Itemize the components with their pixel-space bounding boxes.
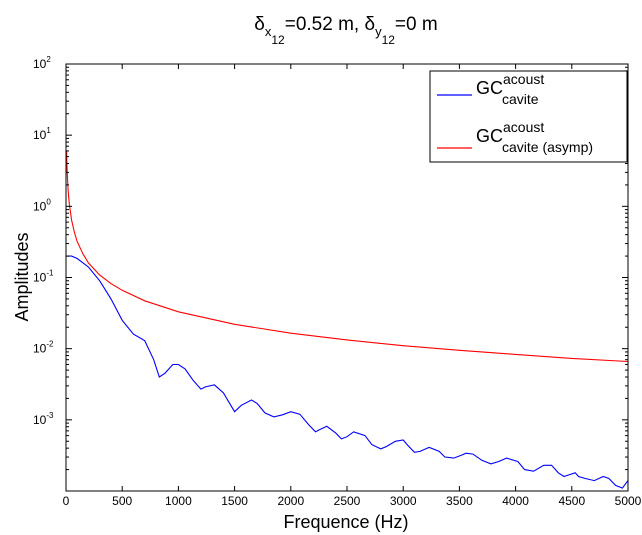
x-tick-label: 4000	[502, 494, 529, 508]
title-delta-y: δ	[364, 14, 375, 35]
x-tick-label: 1500	[221, 494, 248, 508]
legend-label-1-sup: acoust	[503, 71, 544, 87]
x-tick-label: 2500	[334, 494, 361, 508]
x-tick-label: 5000	[615, 494, 642, 508]
title-subsub-y: 12	[382, 33, 396, 47]
y-tick-label: 100	[33, 197, 51, 213]
series-line-1	[66, 255, 629, 489]
title-value-y: =0 m	[395, 14, 438, 35]
x-tick-label: 2000	[277, 494, 304, 508]
series-line-2	[66, 150, 629, 363]
legend-label-2-main: GC	[476, 126, 503, 146]
legend-label-2-sup: acoust	[503, 119, 544, 135]
legend: GCacoust cavite GCacoust cavite (asymp)	[429, 70, 628, 163]
title-subsub-x: 12	[271, 33, 285, 47]
series-group	[66, 150, 629, 489]
x-tick-label: 3500	[446, 494, 473, 508]
x-tick-label: 3000	[390, 494, 417, 508]
x-axis-ticks: 0 500 1000 1500 2000 2500 3000 3500 4000 4500 5000	[63, 64, 642, 508]
y-axis-label: Amplitudes	[12, 232, 32, 321]
x-tick-label: 4500	[558, 494, 585, 508]
legend-entry-1: GCacoust cavite	[437, 71, 544, 107]
x-tick-label: 0	[63, 494, 70, 508]
title-sub-y: y	[375, 24, 382, 39]
title-sub-x: x	[265, 24, 272, 39]
legend-label-1-sub: cavite	[502, 91, 539, 107]
title-delta-x: δ	[254, 14, 265, 35]
legend-label-2-sub: cavite (asymp)	[502, 139, 593, 155]
legend-label-1: GCacoust cavite	[476, 71, 544, 107]
chart-title: δx12=0.52 m, δy12=0 m	[254, 14, 437, 47]
y-tick-label: 10-3	[33, 411, 54, 427]
plot-area: 0 500 1000 1500 2000 2500 3000 3500 4000 4500 5000…	[33, 55, 642, 508]
legend-entry-2: GCacoust cavite (asymp)	[437, 119, 593, 155]
legend-box	[429, 70, 628, 163]
legend-label-1-main: GC	[476, 78, 503, 98]
y-axis-ticks: 102 101 100 10-1 10-2 10-3	[33, 55, 628, 471]
y-tick-label: 102	[33, 55, 51, 71]
x-tick-label: 500	[112, 494, 132, 508]
y-tick-label: 10-1	[33, 269, 54, 285]
title-value-x: =0.52 m,	[285, 14, 365, 35]
y-tick-label: 10-2	[33, 340, 54, 356]
x-axis-label: Frequence (Hz)	[283, 512, 408, 532]
x-tick-label: 1000	[165, 494, 192, 508]
y-tick-label: 101	[33, 126, 51, 142]
legend-label-2: GCacoust cavite (asymp)	[476, 119, 593, 155]
